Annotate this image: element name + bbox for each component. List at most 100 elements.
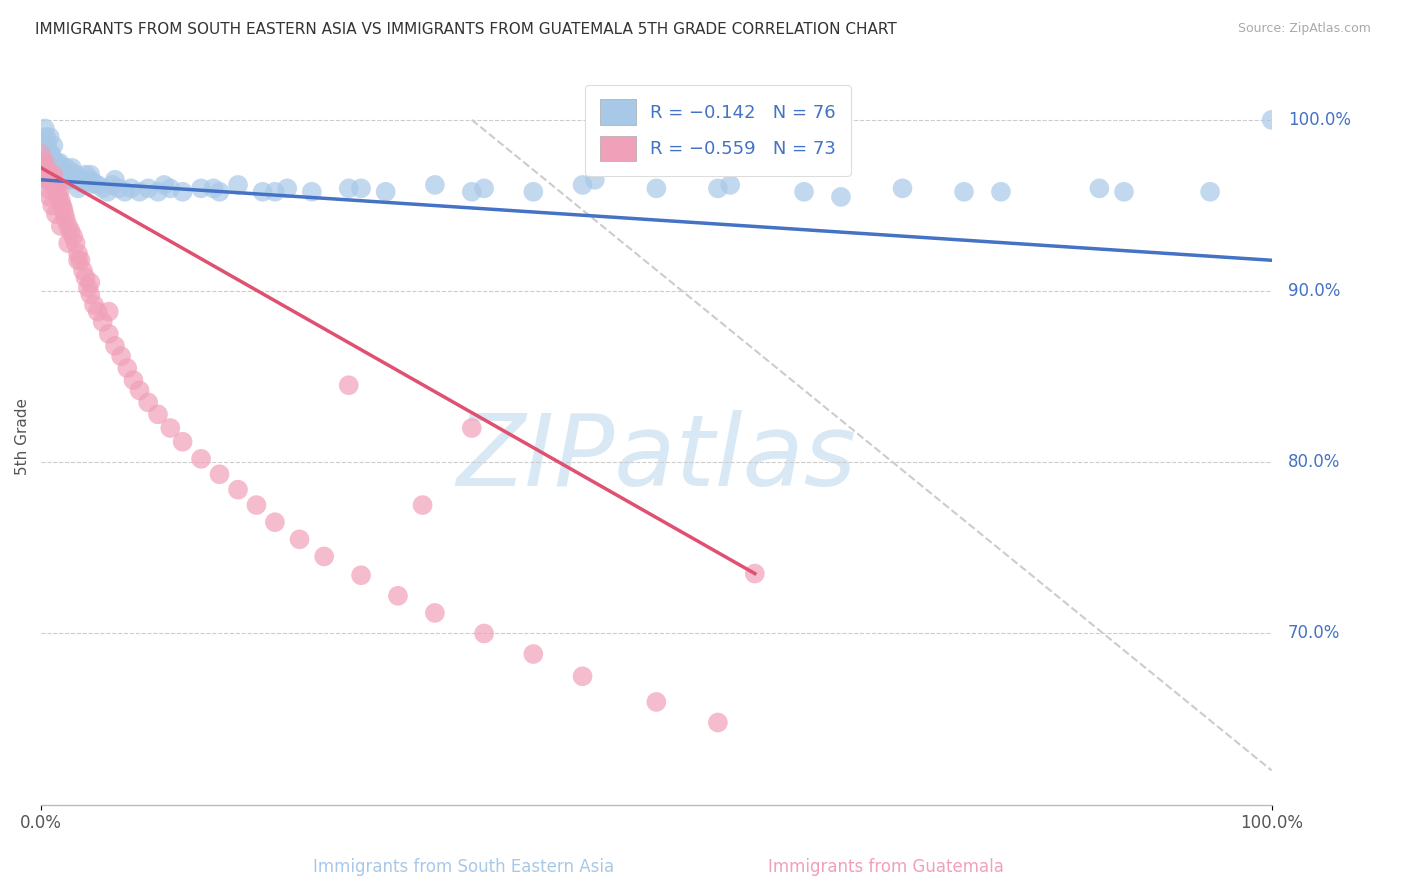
Point — [337, 181, 360, 195]
Point — [472, 626, 495, 640]
Point — [30, 147, 52, 161]
Point — [97, 185, 120, 199]
Point — [79, 276, 101, 290]
Point — [314, 549, 336, 564]
Point — [301, 185, 323, 199]
Point — [59, 164, 82, 178]
Point — [35, 130, 58, 145]
Point — [66, 253, 89, 268]
Text: Source: ZipAtlas.com: Source: ZipAtlas.com — [1237, 22, 1371, 36]
Point — [65, 236, 87, 251]
Point — [62, 229, 84, 244]
Point — [56, 219, 79, 233]
Point — [136, 181, 159, 195]
Point — [56, 173, 79, 187]
Point — [350, 568, 373, 582]
Point — [49, 168, 72, 182]
Point — [172, 434, 194, 449]
Point — [146, 408, 169, 422]
Point — [114, 185, 136, 199]
Point — [49, 194, 72, 208]
Point — [1199, 185, 1222, 199]
Point — [226, 178, 249, 192]
Point — [34, 168, 56, 182]
Point — [423, 178, 446, 192]
Point — [208, 185, 231, 199]
Point — [38, 173, 60, 187]
Point — [107, 181, 129, 195]
Point — [128, 185, 150, 199]
Point — [120, 181, 142, 195]
Point — [288, 533, 311, 547]
Point — [472, 181, 495, 195]
Point — [51, 161, 73, 175]
Point — [461, 185, 484, 199]
Point — [104, 339, 127, 353]
Point — [69, 253, 91, 268]
Point — [56, 236, 79, 251]
Point — [252, 185, 274, 199]
Point — [645, 695, 668, 709]
Point — [37, 181, 59, 195]
Point — [39, 147, 62, 161]
Point — [117, 361, 139, 376]
Point — [276, 181, 298, 195]
Point — [45, 207, 67, 221]
Point — [226, 483, 249, 497]
Point — [55, 212, 77, 227]
Point — [53, 207, 76, 221]
Text: Immigrants from South Eastern Asia: Immigrants from South Eastern Asia — [314, 858, 614, 876]
Point — [830, 190, 852, 204]
Point — [583, 173, 606, 187]
Point — [72, 176, 94, 190]
Point — [337, 378, 360, 392]
Point — [374, 185, 396, 199]
Point — [69, 173, 91, 187]
Point — [75, 168, 97, 182]
Text: ZIPatlas: ZIPatlas — [457, 410, 856, 508]
Point — [66, 181, 89, 195]
Point — [44, 178, 66, 192]
Point — [32, 161, 55, 175]
Point — [31, 155, 53, 169]
Point — [79, 168, 101, 182]
Point — [35, 173, 58, 187]
Point — [146, 185, 169, 199]
Point — [101, 178, 124, 192]
Point — [97, 304, 120, 318]
Point — [52, 173, 75, 187]
Point — [44, 155, 66, 169]
Point — [522, 647, 544, 661]
Point — [45, 164, 67, 178]
Point — [1260, 112, 1282, 127]
Point — [202, 181, 225, 195]
Text: 90.0%: 90.0% — [1288, 282, 1340, 300]
Point — [46, 173, 69, 187]
Point — [72, 263, 94, 277]
Point — [190, 181, 212, 195]
Point — [34, 121, 56, 136]
Point — [65, 168, 87, 182]
Point — [153, 178, 176, 192]
Point — [42, 168, 65, 182]
Point — [97, 326, 120, 341]
Point — [37, 138, 59, 153]
Point — [122, 373, 145, 387]
Y-axis label: 5th Grade: 5th Grade — [15, 398, 30, 475]
Point — [51, 198, 73, 212]
Point — [75, 270, 97, 285]
Point — [645, 181, 668, 195]
Point — [953, 185, 976, 199]
Point — [79, 173, 101, 187]
Point — [45, 185, 67, 199]
Point — [34, 155, 56, 169]
Point — [1112, 185, 1135, 199]
Point — [83, 298, 105, 312]
Point — [66, 246, 89, 260]
Point — [990, 185, 1012, 199]
Point — [159, 181, 181, 195]
Text: Immigrants from Guatemala: Immigrants from Guatemala — [768, 858, 1004, 876]
Point — [245, 498, 267, 512]
Point — [49, 219, 72, 233]
Point — [264, 185, 287, 199]
